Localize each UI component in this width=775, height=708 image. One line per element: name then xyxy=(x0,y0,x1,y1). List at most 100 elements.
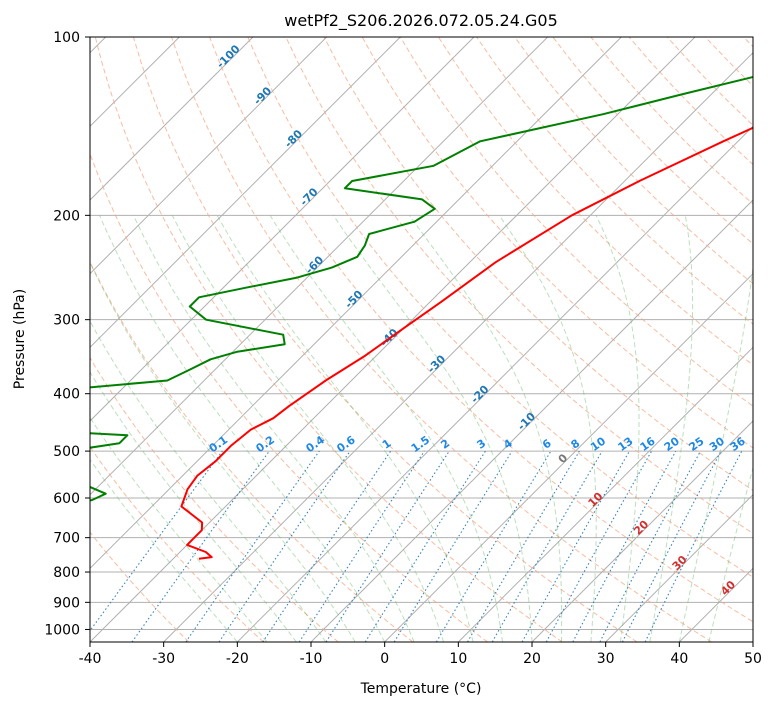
isotherm-line xyxy=(678,567,753,642)
mixing-ratio-line xyxy=(521,450,630,642)
moist-adiabat xyxy=(595,215,640,642)
mixing-ratio-line xyxy=(131,450,270,642)
isotherm-label: -70 xyxy=(297,185,320,208)
isotherm-label: -20 xyxy=(468,383,491,406)
dry-adiabat xyxy=(323,37,753,491)
moist-adiabat xyxy=(678,264,753,642)
isotherm-line xyxy=(457,346,753,642)
mixing-ratio-line xyxy=(262,450,392,642)
mixing-ratio-label: 6 xyxy=(540,437,554,452)
x-tick-label: 20 xyxy=(523,651,541,667)
mixing-ratio-label: 0.4 xyxy=(304,433,328,455)
isotherm-line xyxy=(752,641,753,642)
isotherm-label: -100 xyxy=(214,42,243,71)
x-tick-label: -40 xyxy=(79,651,102,667)
moist-adiabat xyxy=(216,215,474,642)
moist-adiabat xyxy=(332,215,533,642)
mixing-ratio-label: 8 xyxy=(569,437,583,452)
y-tick-label: 300 xyxy=(53,313,80,329)
x-tick-label: -10 xyxy=(300,651,323,667)
isotherm-line xyxy=(605,493,753,642)
isotherm-label: -50 xyxy=(342,288,365,311)
isotherm-line xyxy=(90,37,549,496)
isotherm-label: 40 xyxy=(718,578,738,598)
moist-adiabat xyxy=(171,215,445,642)
y-tick-label: 500 xyxy=(53,444,80,460)
dry-adiabat xyxy=(247,37,753,578)
x-axis-title: Temperature (°C) xyxy=(360,681,482,697)
isotherm-label: -90 xyxy=(251,84,274,107)
dry-adiabat xyxy=(132,37,638,642)
y-tick-label: 200 xyxy=(53,208,80,224)
dry-adiabat xyxy=(743,37,753,48)
dry-adiabat xyxy=(90,356,339,642)
mixing-ratio-line xyxy=(218,450,351,642)
isotherm-label: -10 xyxy=(515,410,538,433)
dry-adiabat xyxy=(94,37,563,642)
mixing-ratio-line xyxy=(644,450,743,642)
dry-adiabat xyxy=(90,531,190,642)
x-tick-label: 50 xyxy=(744,651,762,667)
isotherm-label: -30 xyxy=(425,352,448,375)
moist-adiabat xyxy=(649,215,694,642)
isotherm-label: 10 xyxy=(586,490,606,510)
y-tick-label: 700 xyxy=(53,531,80,547)
plot-frame xyxy=(89,36,754,643)
moist-adiabat xyxy=(133,215,415,642)
dry-adiabat xyxy=(90,260,414,642)
mixing-ratio-label: 0.2 xyxy=(254,433,277,455)
x-axis: -40 -30 -20 -10 0 10 20 30 40 50 xyxy=(79,642,762,667)
dry-adiabat xyxy=(361,37,753,449)
dry-adiabat xyxy=(590,37,753,205)
moist-adiabat xyxy=(90,416,268,642)
mixing-ratio-line xyxy=(393,450,513,642)
x-tick-label: 0 xyxy=(380,651,389,667)
moist-adiabat xyxy=(90,261,356,642)
dry-adiabat xyxy=(171,37,712,642)
mixing-ratio-line xyxy=(545,450,653,642)
mixing-ratio-line xyxy=(599,450,701,642)
mixing-ratio-line xyxy=(325,450,450,642)
dry-adiabat xyxy=(437,37,753,366)
mixing-ratio-line xyxy=(467,450,580,642)
isotherm-line xyxy=(163,51,753,642)
y-tick-label: 800 xyxy=(53,565,80,581)
x-tick-label: 10 xyxy=(449,651,467,667)
moist-adiabat xyxy=(498,215,597,642)
dry-adiabat xyxy=(209,37,753,623)
isotherm-line xyxy=(90,37,328,275)
dry-adiabat xyxy=(90,152,488,642)
y-axis-title: Pressure (hPa) xyxy=(12,289,28,389)
mixing-ratio-label: 2 xyxy=(438,437,452,452)
isotherm-line xyxy=(384,272,753,642)
mixing-ratio-line xyxy=(90,450,223,632)
x-tick-label: -20 xyxy=(226,651,249,667)
mixing-ratio-label: 1 xyxy=(380,437,394,452)
x-tick-label: -30 xyxy=(152,651,175,667)
dry-adiabat xyxy=(514,37,753,285)
dry-adiabat xyxy=(285,37,753,535)
series-layer xyxy=(90,75,753,560)
series-line-1 xyxy=(90,75,753,502)
y-axis: 100 200 300 400 500 600 700 800 900 1000 xyxy=(44,30,90,638)
moist-adiabat xyxy=(90,458,238,642)
x-tick-label: 40 xyxy=(670,651,688,667)
isotherm-label: 30 xyxy=(670,553,690,573)
mixing-ratio-label: 0.1 xyxy=(207,433,230,455)
isotherm-line xyxy=(90,37,475,422)
isotherm-line xyxy=(90,37,401,349)
x-tick-label: 30 xyxy=(597,651,615,667)
moist-adiabat xyxy=(408,215,563,642)
isotherm-line xyxy=(90,37,254,201)
y-tick-label: 100 xyxy=(53,30,80,46)
mixing-ratio-line xyxy=(185,450,320,642)
y-tick-label: 600 xyxy=(53,491,80,507)
y-tick-label: 400 xyxy=(53,387,80,403)
dry-adiabat xyxy=(399,37,753,407)
isotherm-line xyxy=(531,420,753,642)
dry-adiabat xyxy=(666,37,753,126)
series-line-0 xyxy=(180,126,753,560)
moist-adiabat xyxy=(90,370,297,642)
isotherm-line xyxy=(90,37,622,570)
